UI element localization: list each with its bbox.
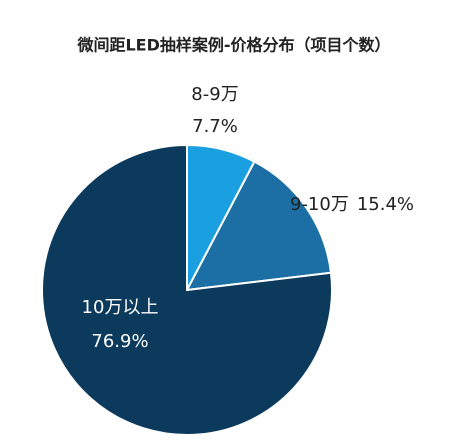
category-label: 10万以上 — [82, 297, 159, 318]
pie-slice — [41, 143, 333, 436]
category-label: 8-9万 — [191, 84, 238, 105]
value-label: 15.4% — [357, 194, 414, 215]
value-label: 7.7% — [192, 116, 238, 137]
chart-title: 微间距LED抽样案例-价格分布（项目个数） — [76, 36, 390, 55]
value-label: 76.9% — [91, 331, 148, 352]
data-label: 9-10万 15.4% — [290, 194, 414, 215]
category-label: 9-10万 — [290, 194, 349, 215]
pie-slice — [185, 160, 333, 292]
